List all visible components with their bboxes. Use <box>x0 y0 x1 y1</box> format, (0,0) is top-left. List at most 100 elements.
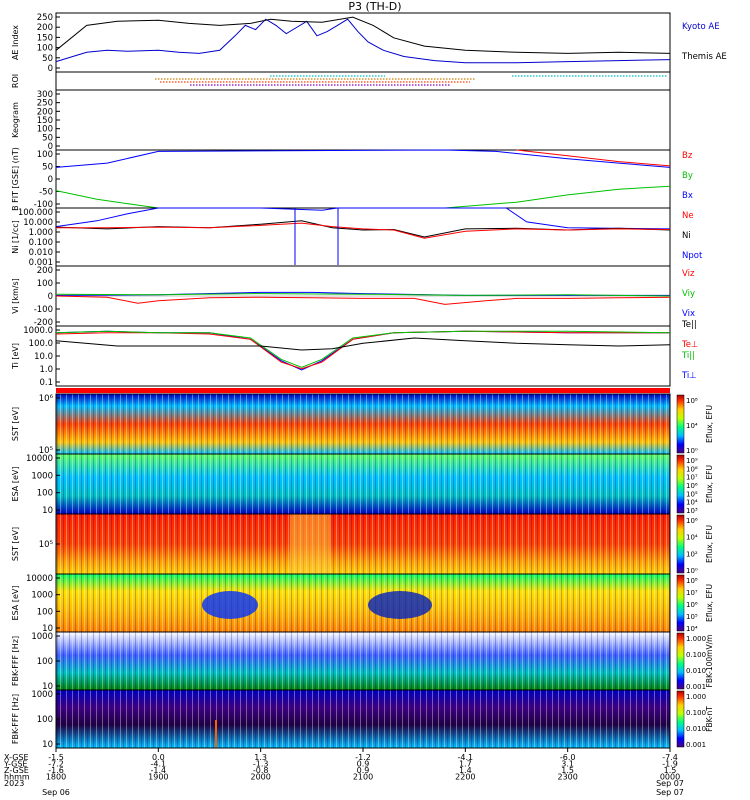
keogram-ylabel: Keogram <box>11 102 20 138</box>
x-tick-label: -1.4 <box>151 766 167 775</box>
fbk_e-ylabel: FBK-FFF [Hz] <box>11 636 20 686</box>
sst_i-colorbar-label: Eflux, EFU <box>705 525 714 563</box>
x-tick-label: -0.8 <box>253 766 269 775</box>
y-tick-label: 150 <box>37 116 53 126</box>
by-line <box>55 185 671 209</box>
legend-label: Ne <box>682 211 694 221</box>
y-tick-label: 250 <box>37 13 53 23</box>
colorbar-tick: 0.010 <box>686 667 706 675</box>
y-tick-label: 0 <box>48 64 53 74</box>
y-tick-label: 100 <box>37 657 53 667</box>
legend-label: Bz <box>682 151 693 161</box>
colorbar-tick: 1.000 <box>686 693 706 701</box>
legend-label: Vix <box>682 309 695 319</box>
legend-label: Themis AE <box>681 52 727 62</box>
ne-line <box>56 222 671 239</box>
esa_i-colorbar-label: Eflux, EFU <box>705 584 714 622</box>
colorbar-tick: 10⁰ <box>686 447 698 455</box>
y-tick-label: 1000 <box>31 591 53 601</box>
colorbar-tick: 10⁶ <box>686 517 698 525</box>
roi-ylabel: ROI <box>11 74 20 88</box>
fbk_e-colorbar-label: FBK-100mV/m <box>705 635 714 688</box>
esa_i-ylabel: ESA [eV] <box>11 586 20 621</box>
velocity-ylabel: Vi [km/s] <box>11 278 20 314</box>
colorbar-tick: 10⁶ <box>686 601 698 609</box>
viy-line <box>55 293 671 297</box>
y-tick-label: 1.0 <box>39 365 53 375</box>
y-tick-label: 100 <box>37 44 53 54</box>
colorbar-tick: 0.001 <box>686 683 706 691</box>
y-tick-label: -200 <box>34 318 53 328</box>
x-tick-label: 2000 <box>250 773 270 782</box>
temperature-frame <box>55 325 671 387</box>
x-tick-label: -7.2 <box>48 760 64 769</box>
esa_e-colorbar <box>676 454 685 514</box>
y-tick-label: 200 <box>37 107 53 117</box>
bfield-ylabel: B FIT [GSE] (nT) <box>11 147 20 211</box>
x-tick-label: 2300 <box>557 773 577 782</box>
themis-ae-line <box>55 16 671 54</box>
density-ylabel: Ni [1/cc] <box>11 220 20 254</box>
esa-i-spectrogram-texture <box>56 574 670 632</box>
x-tick-label: -1.6 <box>48 766 64 775</box>
legend-label: Ti⊥ <box>681 371 697 381</box>
fbk-b-spike <box>215 720 217 748</box>
fbk-e-spectrogram-texture <box>56 632 670 690</box>
x-tick-label: 1800 <box>46 773 66 782</box>
y-tick-label: 300 <box>37 90 53 100</box>
bx-line <box>55 149 671 168</box>
y-tick-label: 50 <box>42 54 53 64</box>
y-tick-label: 10000 <box>26 574 53 584</box>
x-tick-label: 0.9 <box>357 760 370 769</box>
x-tick-label: -4.1 <box>458 753 474 762</box>
y-tick-label: 200 <box>37 23 53 33</box>
y-tick-label: 1.000 <box>29 228 53 238</box>
fbk_b-colorbar <box>676 690 685 748</box>
esa_e-colorbar-label: Eflux, EFU <box>705 465 714 503</box>
x-tick-label: -1.5 <box>48 753 64 762</box>
colorbar-tick: 0.010 <box>686 725 706 733</box>
ae-frame <box>55 12 671 73</box>
colorbar-tick: 10⁷ <box>686 474 698 482</box>
colorbar-tick: 10⁵ <box>686 613 698 621</box>
y-tick-label: 0.100 <box>29 238 53 248</box>
fbk_e-colorbar <box>676 632 685 690</box>
y-tick-label: 50 <box>42 163 53 173</box>
fbk_b-colorbar-label: FBK-nT <box>705 706 714 732</box>
colorbar-tick: 10³ <box>686 507 698 515</box>
axis-row-label: X-GSE <box>4 753 29 762</box>
legend-label: Kyoto AE <box>682 22 720 32</box>
x-tick-label: 1.4 <box>459 766 472 775</box>
sst_i-ylabel: SST [eV] <box>11 527 20 561</box>
density-frame <box>55 207 671 267</box>
roi-frame <box>55 71 671 91</box>
legend-label: Viz <box>682 269 695 279</box>
npot-line <box>55 207 671 230</box>
esa-i-feature <box>368 591 432 619</box>
viz-line <box>55 295 671 305</box>
x-tick-label: 1.5 <box>664 766 677 775</box>
legend-label: Te⊥ <box>681 340 698 350</box>
x-tick-label: 2100 <box>353 773 373 782</box>
y-tick-label: 1000 <box>31 690 53 700</box>
bz-line <box>516 149 671 167</box>
colorbar-tick: 10⁴ <box>686 534 698 542</box>
colorbar-tick: 10⁷ <box>686 589 698 597</box>
x-tick-label: 0000 <box>660 773 680 782</box>
x-tick-label: 1.5 <box>561 766 574 775</box>
y-tick-label: 1000 <box>31 471 53 481</box>
end-date-label: Sep 07 <box>656 788 684 797</box>
colorbar-tick: 10⁸ <box>686 577 698 585</box>
x-tick-label: Sep 07 <box>656 779 684 788</box>
y-tick-label: -100 <box>34 305 53 315</box>
legend-label: Npot <box>682 251 703 261</box>
y-tick-label: 100.000 <box>18 208 53 218</box>
ae-ylabel: AE Index <box>11 25 20 60</box>
plot-title: P3 (TH-D) <box>348 0 402 13</box>
y-tick-label: 0 <box>48 292 53 302</box>
status-bar <box>56 388 670 393</box>
colorbar-tick: 10⁹ <box>686 457 698 465</box>
y-tick-label: 10⁵ <box>39 540 53 550</box>
y-tick-label: 0.001 <box>29 258 53 268</box>
